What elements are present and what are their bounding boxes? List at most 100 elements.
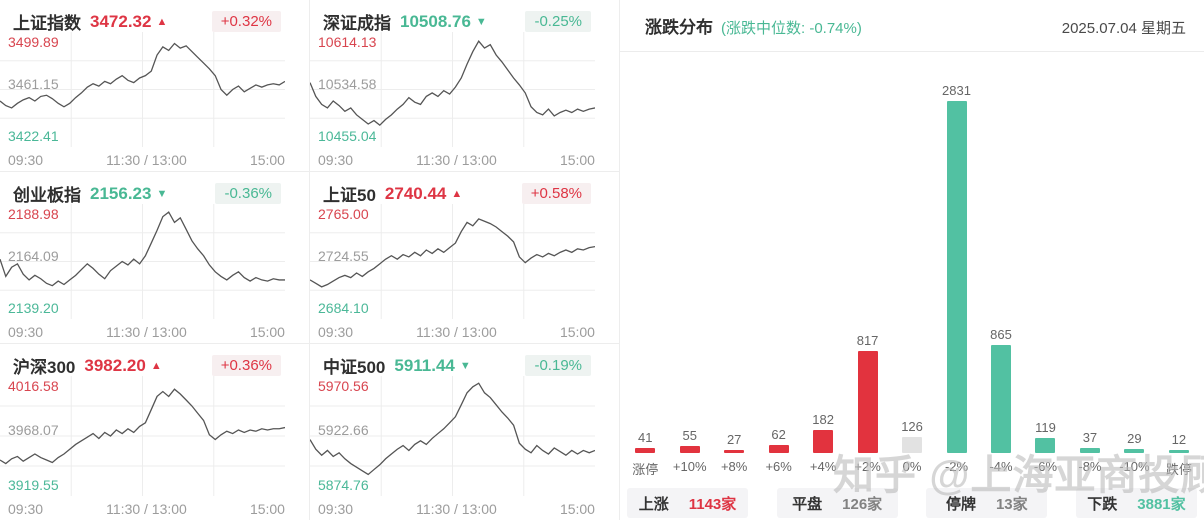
- index-card-header: 上证指数 3472.32 ▲ +0.32%: [0, 0, 309, 34]
- direction-arrow-icon: ▲: [156, 15, 168, 28]
- time-close-label: 15:00: [249, 152, 285, 168]
- time-close-label: 15:00: [559, 501, 595, 517]
- time-mid-label: 11:30 / 13:00: [416, 324, 497, 340]
- bar-rect: [902, 437, 923, 453]
- bar-value-label: 119: [1035, 420, 1056, 435]
- bar-category-label: 0%: [902, 459, 922, 474]
- y-axis-mid-label: 3968.07: [8, 421, 59, 438]
- index-value: 5911.44: [394, 355, 455, 375]
- y-axis-low-label: 3919.55: [8, 477, 59, 493]
- bar-value-label: 12: [1171, 432, 1187, 447]
- intraday-plot: 2765.00 2724.55 2684.10: [310, 204, 595, 319]
- time-close-label: 15:00: [559, 152, 595, 168]
- distribution-title: 涨跌分布: [645, 18, 713, 37]
- bar-category-label: +2%: [854, 459, 881, 474]
- bar-category-label: -10%: [1119, 459, 1150, 474]
- index-card[interactable]: 中证500 5911.44 ▼ -0.19% 5970.56 5922.66 5…: [310, 344, 620, 520]
- distribution-bar[interactable]: 29 -10%: [1112, 431, 1156, 477]
- intraday-plot: 3499.89 3461.15 3422.41: [0, 32, 285, 147]
- bar-value-label: 55: [682, 428, 697, 443]
- index-card-header: 上证50 2740.44 ▲ +0.58%: [310, 172, 619, 206]
- y-axis-low-label: 5874.76: [318, 477, 369, 493]
- direction-arrow-icon: ▲: [451, 187, 463, 200]
- summary-count: 13家: [995, 495, 1028, 513]
- bar-category-label: 跌停: [1165, 462, 1192, 477]
- summary-label: 下跌: [1087, 495, 1118, 513]
- distribution-bar[interactable]: 817 +2%: [845, 333, 889, 477]
- time-axis: 09:30 11:30 / 13:00 15:00: [8, 324, 285, 340]
- time-mid-label: 11:30 / 13:00: [416, 501, 497, 517]
- distribution-bar[interactable]: 865 -4%: [979, 327, 1023, 477]
- index-grid: 上证指数 3472.32 ▲ +0.32% 3499.89 3461.15 34…: [0, 0, 620, 520]
- bar-value-label: 37: [1082, 430, 1098, 445]
- index-name: 沪深300: [13, 358, 76, 377]
- y-axis-high-label: 2765.00: [318, 206, 369, 222]
- bar-rect: [724, 450, 745, 453]
- time-mid-label: 11:30 / 13:00: [106, 324, 187, 340]
- bar-rect: [857, 351, 878, 453]
- bar-category-label: -4%: [989, 459, 1013, 474]
- index-value: 3982.20: [84, 355, 146, 375]
- summary-count: 1143家: [688, 495, 737, 513]
- distribution-bar[interactable]: 55 +10%: [667, 428, 711, 477]
- bar-category-label: +8%: [720, 459, 748, 474]
- summary-count: 126家: [842, 495, 883, 513]
- index-name: 上证50: [323, 186, 376, 205]
- distribution-bars: 41 涨停 55 +10% 27 +8% 62 +6% 182 +4% 817 …: [620, 52, 1204, 477]
- bar-category-label: 涨停: [632, 462, 659, 477]
- bar-rect: [1079, 448, 1100, 453]
- y-axis-high-label: 10614.13: [318, 34, 377, 50]
- direction-arrow-icon: ▼: [475, 15, 487, 28]
- bar-rect: [946, 101, 967, 453]
- index-card[interactable]: 上证指数 3472.32 ▲ +0.32% 3499.89 3461.15 34…: [0, 0, 310, 172]
- distribution-median: (涨跌中位数: -0.74%): [721, 20, 862, 37]
- distribution-bar[interactable]: 2831 -2%: [934, 83, 978, 477]
- time-close-label: 15:00: [249, 501, 285, 517]
- bar-rect: [1168, 450, 1189, 453]
- y-axis-mid-label: 10534.58: [318, 75, 377, 92]
- index-value: 2156.23: [90, 183, 152, 203]
- change-badge: -0.19%: [525, 355, 591, 376]
- bar-category-label: +6%: [765, 459, 792, 474]
- bar-rect: [1035, 438, 1056, 453]
- bar-value-label: 41: [638, 430, 653, 445]
- change-badge: -0.25%: [525, 11, 591, 32]
- distribution-bar[interactable]: 41 涨停: [623, 430, 667, 477]
- distribution-date: 2025.07.04 星期五: [1061, 20, 1186, 37]
- bar-rect: [990, 345, 1011, 453]
- index-card[interactable]: 创业板指 2156.23 ▼ -0.36% 2188.98 2164.09 21…: [0, 172, 310, 344]
- direction-arrow-icon: ▼: [459, 359, 471, 372]
- bar-value-label: 182: [812, 412, 834, 427]
- summary-count: 3881家: [1137, 495, 1186, 513]
- distribution-bar[interactable]: 12 跌停: [1157, 432, 1201, 477]
- distribution-panel: 涨跌分布 (涨跌中位数: -0.74%) 2025.07.04 星期五 41 涨…: [620, 0, 1204, 520]
- bar-rect: [635, 448, 656, 453]
- distribution-bar[interactable]: 126 0%: [890, 419, 934, 477]
- distribution-header: 涨跌分布 (涨跌中位数: -0.74%) 2025.07.04 星期五: [620, 0, 1204, 52]
- index-card-header: 中证500 5911.44 ▼ -0.19%: [310, 344, 619, 378]
- time-axis: 09:30 11:30 / 13:00 15:00: [318, 501, 595, 517]
- distribution-bar[interactable]: 37 -8%: [1068, 430, 1112, 477]
- summary-row: 上涨 1143家 平盘 126家 停牌 13家 下跌 3881家: [620, 488, 1204, 518]
- time-open-label: 09:30: [318, 501, 354, 517]
- distribution-bar[interactable]: 27 +8%: [712, 432, 756, 477]
- distribution-bar[interactable]: 62 +6%: [756, 427, 800, 477]
- bar-rect: [813, 430, 834, 453]
- distribution-bar[interactable]: 182 +4%: [801, 412, 845, 477]
- time-open-label: 09:30: [318, 324, 354, 340]
- index-value: 3472.32: [90, 11, 152, 31]
- y-axis-mid-label: 2724.55: [318, 247, 369, 264]
- summary-pill: 下跌 3881家: [1075, 488, 1197, 518]
- direction-arrow-icon: ▲: [150, 359, 162, 372]
- change-badge: +0.32%: [211, 11, 281, 32]
- index-card[interactable]: 深证成指 10508.76 ▼ -0.25% 10614.13 10534.58…: [310, 0, 620, 172]
- time-close-label: 15:00: [559, 324, 595, 340]
- summary-label: 停牌: [945, 495, 976, 513]
- index-card[interactable]: 上证50 2740.44 ▲ +0.58% 2765.00 2724.55 26…: [310, 172, 620, 344]
- summary-pill: 停牌 13家: [926, 488, 1048, 518]
- time-mid-label: 11:30 / 13:00: [416, 152, 497, 168]
- distribution-bar[interactable]: 119 -6%: [1023, 420, 1067, 477]
- index-card[interactable]: 沪深300 3982.20 ▲ +0.36% 4016.58 3968.07 3…: [0, 344, 310, 520]
- bar-value-label: 27: [726, 432, 742, 447]
- index-name: 深证成指: [323, 14, 391, 33]
